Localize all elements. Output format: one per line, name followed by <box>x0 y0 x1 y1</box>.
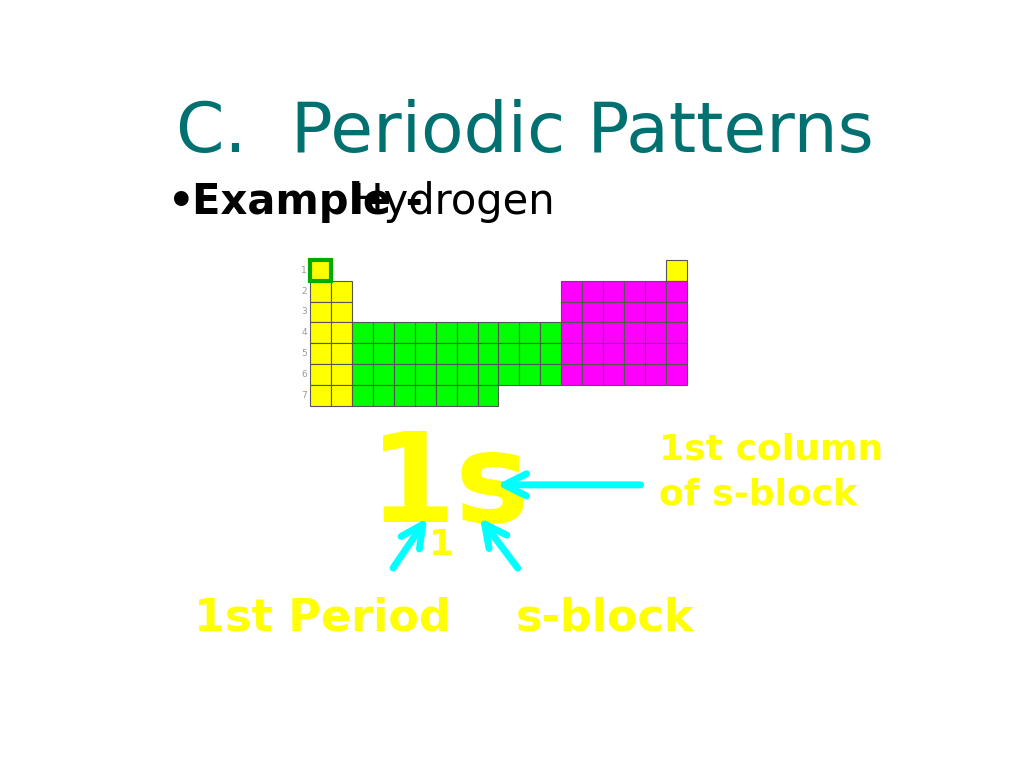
Bar <box>666 323 687 343</box>
Bar <box>541 343 561 364</box>
Bar <box>394 385 415 406</box>
Bar <box>583 343 603 364</box>
Bar <box>352 364 373 385</box>
Bar <box>310 260 331 281</box>
Bar <box>561 343 583 364</box>
Bar <box>415 343 435 364</box>
Bar <box>373 364 394 385</box>
Bar <box>352 343 373 364</box>
Bar <box>373 385 394 406</box>
Bar <box>603 343 624 364</box>
Bar <box>477 343 499 364</box>
Bar <box>666 302 687 323</box>
Bar <box>666 281 687 302</box>
Bar <box>519 323 541 343</box>
Bar <box>394 343 415 364</box>
Bar <box>666 364 687 385</box>
Bar <box>352 385 373 406</box>
Text: 4: 4 <box>301 328 307 337</box>
Bar <box>435 364 457 385</box>
Bar <box>331 302 352 323</box>
Bar <box>477 364 499 385</box>
Bar <box>499 343 519 364</box>
Bar <box>457 323 477 343</box>
Bar <box>561 323 583 343</box>
Bar <box>457 343 477 364</box>
Bar <box>583 281 603 302</box>
Bar <box>415 385 435 406</box>
Text: •: • <box>168 181 195 223</box>
Bar <box>435 343 457 364</box>
Bar <box>352 323 373 343</box>
Bar <box>310 302 331 323</box>
Text: 1s: 1s <box>369 427 530 548</box>
Bar <box>331 364 352 385</box>
Bar <box>603 302 624 323</box>
Bar <box>645 302 666 323</box>
Bar <box>624 302 645 323</box>
Text: 1st Period: 1st Period <box>194 597 451 640</box>
Bar <box>457 364 477 385</box>
Text: Example -: Example - <box>191 181 423 223</box>
Bar <box>373 343 394 364</box>
Bar <box>331 343 352 364</box>
Bar <box>624 281 645 302</box>
Bar <box>477 385 499 406</box>
Bar <box>331 323 352 343</box>
Bar <box>666 343 687 364</box>
Text: 2: 2 <box>301 286 307 296</box>
Bar <box>624 364 645 385</box>
Bar <box>583 364 603 385</box>
Bar <box>583 302 603 323</box>
Bar <box>624 323 645 343</box>
Text: 1st column
of s-block: 1st column of s-block <box>658 432 883 511</box>
Bar <box>603 323 624 343</box>
Text: 6: 6 <box>301 370 307 379</box>
Text: 1: 1 <box>429 528 455 562</box>
Bar <box>561 281 583 302</box>
Bar <box>541 323 561 343</box>
Bar <box>666 260 687 281</box>
Text: C.  Periodic Patterns: C. Periodic Patterns <box>176 100 873 167</box>
Bar <box>499 323 519 343</box>
Bar <box>415 364 435 385</box>
Bar <box>394 323 415 343</box>
Bar <box>457 385 477 406</box>
Bar <box>624 343 645 364</box>
Text: 5: 5 <box>301 349 307 358</box>
Bar <box>310 281 331 302</box>
Bar <box>373 323 394 343</box>
Bar <box>310 364 331 385</box>
Bar <box>583 323 603 343</box>
Bar <box>435 385 457 406</box>
Bar <box>415 323 435 343</box>
Bar <box>561 302 583 323</box>
Bar <box>519 364 541 385</box>
Bar <box>477 323 499 343</box>
Bar <box>435 323 457 343</box>
Bar <box>603 364 624 385</box>
Text: 1: 1 <box>301 266 307 275</box>
Bar <box>603 281 624 302</box>
Bar <box>499 364 519 385</box>
Text: s-block: s-block <box>515 597 694 640</box>
Bar <box>561 364 583 385</box>
Bar <box>331 281 352 302</box>
Text: 3: 3 <box>301 307 307 316</box>
Bar <box>394 364 415 385</box>
Bar <box>541 364 561 385</box>
Bar <box>310 323 331 343</box>
Bar <box>310 343 331 364</box>
Bar <box>331 385 352 406</box>
Text: Hydrogen: Hydrogen <box>339 181 554 223</box>
Bar <box>645 281 666 302</box>
Bar <box>645 343 666 364</box>
Bar <box>310 385 331 406</box>
Text: 7: 7 <box>301 391 307 399</box>
Bar <box>645 364 666 385</box>
Bar <box>645 323 666 343</box>
Bar <box>519 343 541 364</box>
